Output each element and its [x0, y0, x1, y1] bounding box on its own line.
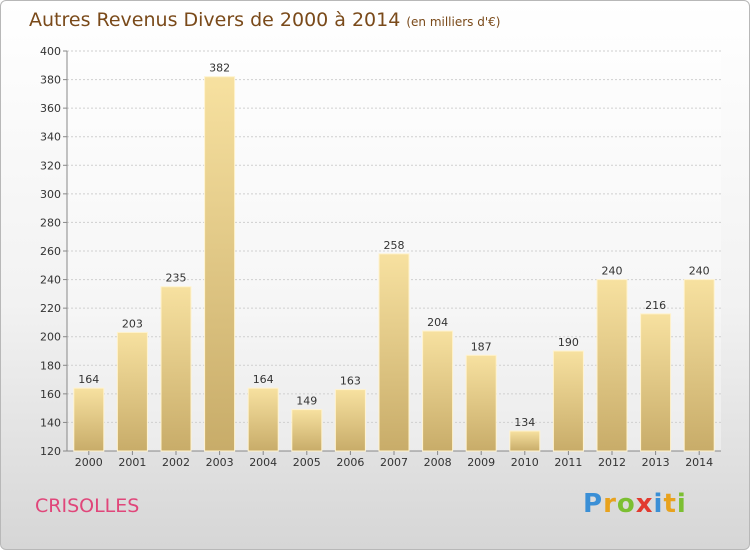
y-tick-label: 180 — [40, 359, 61, 372]
x-tick-label: 2006 — [336, 456, 364, 469]
bar-value-label: 382 — [209, 62, 230, 75]
bar-value-label: 235 — [166, 272, 187, 285]
bar — [247, 387, 279, 452]
bar — [552, 350, 584, 452]
bar — [465, 354, 497, 452]
bar-value-label: 190 — [558, 336, 579, 349]
logo-letter: x — [635, 489, 654, 519]
x-tick-label: 2014 — [685, 456, 713, 469]
y-tick-label: 260 — [40, 245, 61, 258]
commune-name: CRISOLLES — [35, 495, 140, 517]
bar-value-label: 149 — [296, 395, 317, 408]
bar — [73, 387, 105, 452]
bar — [683, 279, 715, 452]
x-tick-label: 2012 — [598, 456, 626, 469]
y-tick-label: 280 — [40, 216, 61, 229]
y-tick-label: 360 — [40, 102, 61, 115]
y-tick-label: 160 — [40, 388, 61, 401]
y-tick-label: 220 — [40, 302, 61, 315]
x-tick-label: 2010 — [511, 456, 539, 469]
logo-letter: r — [603, 489, 617, 519]
y-tick-label: 300 — [40, 188, 61, 201]
proxiti-logo: Proxiti — [583, 489, 687, 519]
logo-letter: t — [663, 489, 677, 519]
chart-title-text: Autres Revenus Divers de 2000 à 2014 — [29, 9, 401, 31]
y-tick-label: 400 — [40, 45, 61, 58]
bar-value-label: 203 — [122, 317, 143, 330]
bar-value-label: 164 — [253, 373, 274, 386]
logo-letter: o — [616, 489, 636, 519]
bar — [596, 279, 628, 452]
x-tick-label: 2000 — [75, 456, 103, 469]
y-tick-label: 140 — [40, 416, 61, 429]
logo-letter: i — [653, 489, 664, 519]
bar — [116, 331, 148, 452]
bar — [160, 286, 192, 452]
bar-value-label: 164 — [78, 373, 99, 386]
x-tick-label: 2009 — [467, 456, 495, 469]
x-tick-label: 2013 — [642, 456, 670, 469]
bar — [291, 409, 323, 452]
bar — [422, 330, 454, 452]
chart-title: Autres Revenus Divers de 2000 à 2014 (en … — [29, 9, 500, 31]
logo-letter: P — [583, 489, 604, 519]
x-tick-label: 2003 — [206, 456, 234, 469]
x-tick-label: 2002 — [162, 456, 190, 469]
bar — [509, 430, 541, 452]
bar-value-label: 163 — [340, 375, 361, 388]
bar — [378, 253, 410, 452]
x-tick-label: 2001 — [118, 456, 146, 469]
y-tick-label: 240 — [40, 274, 61, 287]
bar-value-label: 204 — [427, 316, 448, 329]
x-tick-label: 2004 — [249, 456, 277, 469]
bar-value-label: 240 — [689, 265, 710, 278]
logo-letter: i — [676, 489, 687, 519]
x-tick-label: 2008 — [424, 456, 452, 469]
bar — [640, 313, 672, 452]
bar-value-label: 240 — [602, 265, 623, 278]
y-tick-label: 120 — [40, 445, 61, 458]
bar — [204, 76, 236, 452]
y-tick-label: 380 — [40, 74, 61, 87]
y-tick-label: 320 — [40, 159, 61, 172]
y-tick-label: 340 — [40, 131, 61, 144]
bar-value-label: 258 — [384, 239, 405, 252]
bar-value-label: 187 — [471, 340, 492, 353]
bar-value-label: 134 — [514, 416, 535, 429]
x-tick-label: 2005 — [293, 456, 321, 469]
y-tick-label: 200 — [40, 331, 61, 344]
chart-subtitle: (en milliers d'€) — [406, 15, 501, 29]
x-tick-label: 2011 — [554, 456, 582, 469]
x-tick-label: 2007 — [380, 456, 408, 469]
bar-value-label: 216 — [645, 299, 666, 312]
bar — [334, 389, 366, 452]
